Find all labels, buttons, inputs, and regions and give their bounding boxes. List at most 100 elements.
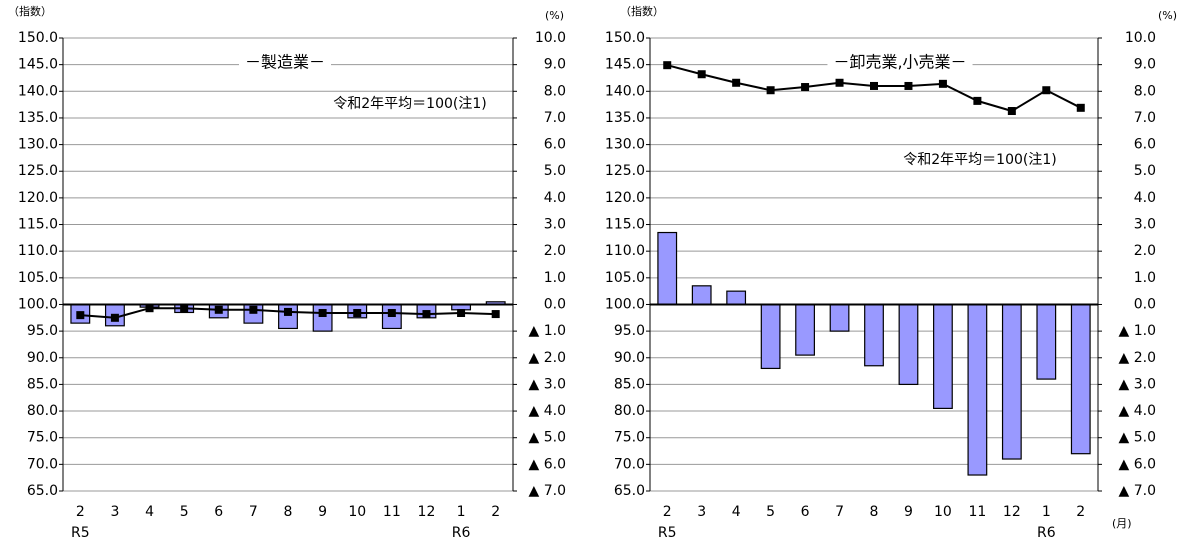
x-tick-label: 6 <box>214 504 223 520</box>
bar <box>657 231 678 306</box>
y2-tick-label: 9.0 <box>1134 57 1156 73</box>
y2-tick-label: ▲ 3.0 <box>1119 376 1156 392</box>
y2-tick-label: 3.0 <box>544 217 566 233</box>
bar <box>691 285 712 306</box>
line-marker <box>732 78 741 87</box>
y-tick-label: 145.0 <box>18 57 58 73</box>
y-tick-label: 115.0 <box>605 217 645 233</box>
y2-tick-label: 3.0 <box>1134 217 1156 233</box>
line-marker <box>1042 86 1051 95</box>
title-background <box>238 52 332 72</box>
y2-tick-label: 4.0 <box>544 190 566 206</box>
bar <box>1070 303 1091 455</box>
y-axis-label: （指数） <box>620 4 664 18</box>
line-marker <box>318 308 327 317</box>
note: 令和2年平均＝100(注1) <box>333 96 486 112</box>
bar <box>795 303 815 356</box>
bar <box>1036 303 1057 380</box>
y2-tick-label: 2.0 <box>1134 243 1156 259</box>
y-tick-label: 150.0 <box>18 30 58 46</box>
line-marker <box>145 304 154 313</box>
y2-tick-label: 6.0 <box>1134 137 1156 153</box>
y-tick-label: 110.0 <box>605 243 645 259</box>
era-label: R5 <box>658 525 677 541</box>
y-tick-label: 95.0 <box>27 323 58 339</box>
y2-tick-label: ▲ 1.0 <box>529 323 566 339</box>
y-tick-label: 90.0 <box>614 350 645 366</box>
y-tick-label: 105.0 <box>605 270 645 286</box>
line-marker <box>180 304 189 313</box>
bar <box>864 303 884 367</box>
y2-tick-label: 7.0 <box>544 110 566 126</box>
line-marker <box>110 313 119 322</box>
y2-tick-label: 8.0 <box>544 83 566 99</box>
y-tick-label: 90.0 <box>27 350 58 366</box>
y2-tick-label: ▲ 3.0 <box>529 376 566 392</box>
line-marker <box>422 310 431 319</box>
y-tick-label: 135.0 <box>605 110 645 126</box>
line-marker <box>835 78 844 87</box>
y-tick-label: 110.0 <box>18 243 58 259</box>
x-tick-label: 6 <box>801 504 810 520</box>
x-tick-label: 9 <box>318 504 327 520</box>
x-tick-label: 2 <box>1076 504 1085 520</box>
line-marker <box>973 96 982 105</box>
line-marker <box>697 70 706 79</box>
bar <box>933 303 953 409</box>
y-tick-label: 120.0 <box>605 190 645 206</box>
y-tick-label: 70.0 <box>27 456 58 472</box>
y-tick-label: 105.0 <box>18 270 58 286</box>
line-marker <box>491 310 500 319</box>
y2-tick-label: ▲ 7.0 <box>1119 483 1156 499</box>
bar <box>1001 303 1022 460</box>
x-tick-label: 2 <box>663 504 672 520</box>
bar <box>829 303 850 332</box>
y-tick-label: 80.0 <box>27 403 58 419</box>
y2-tick-label: ▲ 2.0 <box>529 350 566 366</box>
bar <box>726 290 747 306</box>
x-tick-label: 11 <box>383 504 401 520</box>
x-tick-label: 10 <box>934 504 952 520</box>
y2-tick-label: 10.0 <box>535 30 566 46</box>
y2-tick-label: ▲ 4.0 <box>1119 403 1156 419</box>
y2-tick-label: 7.0 <box>1134 110 1156 126</box>
y-tick-label: 140.0 <box>605 83 645 99</box>
line-marker <box>457 308 466 317</box>
x-tick-label: 12 <box>1003 504 1021 520</box>
y-tick-label: 100.0 <box>18 296 58 312</box>
line-marker <box>214 305 223 314</box>
x-tick-label: 1 <box>1042 504 1051 520</box>
y2-tick-label: 4.0 <box>1134 190 1156 206</box>
y2-tick-label: ▲ 7.0 <box>529 483 566 499</box>
bar <box>967 303 988 476</box>
x-tick-label: 5 <box>766 504 775 520</box>
line-marker <box>1076 103 1085 112</box>
line-marker <box>801 83 810 92</box>
y-tick-label: 115.0 <box>18 217 58 233</box>
x-tick-label: 9 <box>904 504 913 520</box>
y-tick-label: 135.0 <box>18 110 58 126</box>
chart: 65.070.075.080.085.090.095.0100.0105.011… <box>8 4 566 541</box>
y-tick-label: 70.0 <box>614 456 645 472</box>
line-marker <box>663 61 672 70</box>
line-marker <box>249 305 258 314</box>
y-tick-label: 140.0 <box>18 83 58 99</box>
x-tick-label: 2 <box>491 504 500 520</box>
y2-axis-label: (%) <box>1158 9 1177 22</box>
y-tick-label: 65.0 <box>614 483 645 499</box>
line-marker <box>904 81 913 90</box>
y2-tick-label: ▲ 2.0 <box>1119 350 1156 366</box>
era-label: R6 <box>1037 525 1056 541</box>
y2-axis-label: (%) <box>545 9 564 22</box>
y-tick-label: 100.0 <box>605 296 645 312</box>
y-tick-label: 130.0 <box>18 137 58 153</box>
line-marker <box>938 79 947 88</box>
y2-tick-label: 8.0 <box>1134 83 1156 99</box>
y2-tick-label: 1.0 <box>1134 270 1156 286</box>
x-tick-label: 4 <box>145 504 154 520</box>
y2-tick-label: 9.0 <box>544 57 566 73</box>
y2-tick-label: 10.0 <box>1125 30 1156 46</box>
y2-tick-label: 6.0 <box>544 137 566 153</box>
y2-tick-label: ▲ 6.0 <box>1119 456 1156 472</box>
